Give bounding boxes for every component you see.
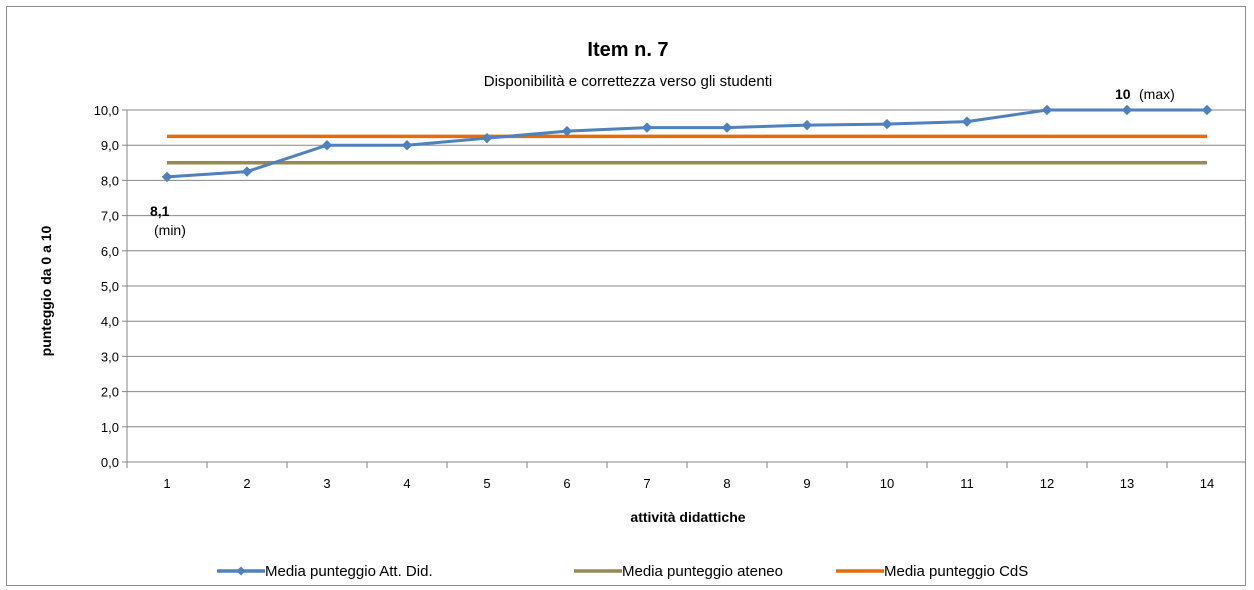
y-axis-title: punteggio da 0 a 10: [38, 225, 54, 356]
annotations: 8,1 (min) 10 (max): [150, 86, 1175, 238]
series-line-1: [166, 108, 1207, 179]
data-point: [641, 122, 653, 133]
x-tick-label: 1: [163, 476, 170, 491]
data-point: [1201, 104, 1213, 116]
min-label-annotation: (min): [154, 222, 186, 238]
y-tick-label: 5,0: [101, 279, 119, 294]
x-tick-label: 2: [243, 476, 250, 491]
x-tick-label: 4: [403, 476, 410, 491]
legend-label: Media punteggio Att. Did.: [265, 563, 433, 580]
series-layer: [161, 104, 1213, 183]
y-tick-label: 1,0: [101, 420, 119, 435]
chart-subtitle: Disponibilità e correttezza verso gli st…: [484, 73, 772, 90]
x-tick-label: 3: [323, 476, 330, 491]
y-tick-label: 0,0: [101, 455, 119, 470]
data-point: [401, 139, 413, 151]
x-tick-label: 6: [563, 476, 570, 491]
y-tick-label: 4,0: [101, 314, 119, 329]
y-tick-label: 10,0: [94, 103, 119, 118]
data-point: [1041, 104, 1053, 116]
legend: Media punteggio Att. Did. Media punteggio…: [217, 563, 1028, 580]
data-point: [161, 171, 173, 183]
data-point: [561, 125, 573, 137]
max-value-annotation: 10: [1115, 86, 1131, 102]
data-point: [321, 139, 333, 151]
data-point: [801, 119, 813, 131]
x-tick-label: 7: [643, 476, 650, 491]
x-tick-label: 13: [1120, 476, 1134, 491]
chart-title: Item n. 7: [587, 39, 668, 61]
data-point: [1121, 104, 1133, 116]
y-tick-label: 2,0: [101, 385, 119, 400]
y-tick-label: 6,0: [101, 244, 119, 259]
y-tick-label: 3,0: [101, 349, 119, 364]
y-tick-label: 8,0: [101, 173, 119, 188]
x-tick-label: 8: [723, 476, 730, 491]
x-tick-label: 5: [483, 476, 490, 491]
y-axis-ticks: 0,0 1,0 2,0 3,0 4,0 5,0 6,0 7,0 8,0 9,0 10,0: [94, 103, 127, 470]
legend-marker: [236, 566, 246, 576]
x-axis-ticks: 1 2 3 4 5 6 7 8 9 10 11 12 13 14: [126, 462, 1214, 491]
max-label-annotation: (max): [1139, 86, 1175, 102]
grid-lines: [127, 109, 1245, 428]
data-point: [241, 166, 253, 177]
y-tick-label: 9,0: [101, 138, 119, 153]
data-point: [481, 132, 493, 144]
legend-label: Media punteggio CdS: [884, 563, 1028, 580]
x-tick-label: 14: [1200, 476, 1214, 491]
x-tick-label: 11: [960, 476, 974, 491]
min-value-annotation: 8,1: [150, 203, 170, 219]
x-axis-title: attività didattiche: [630, 509, 745, 525]
x-tick-label: 12: [1040, 476, 1054, 491]
data-point: [721, 122, 733, 133]
x-tick-label: 10: [880, 476, 894, 491]
legend-label: Media punteggio ateneo: [622, 563, 783, 580]
y-tick-label: 7,0: [101, 209, 119, 224]
x-tick-label: 9: [803, 476, 810, 491]
data-point: [961, 116, 973, 127]
data-point: [881, 118, 893, 130]
